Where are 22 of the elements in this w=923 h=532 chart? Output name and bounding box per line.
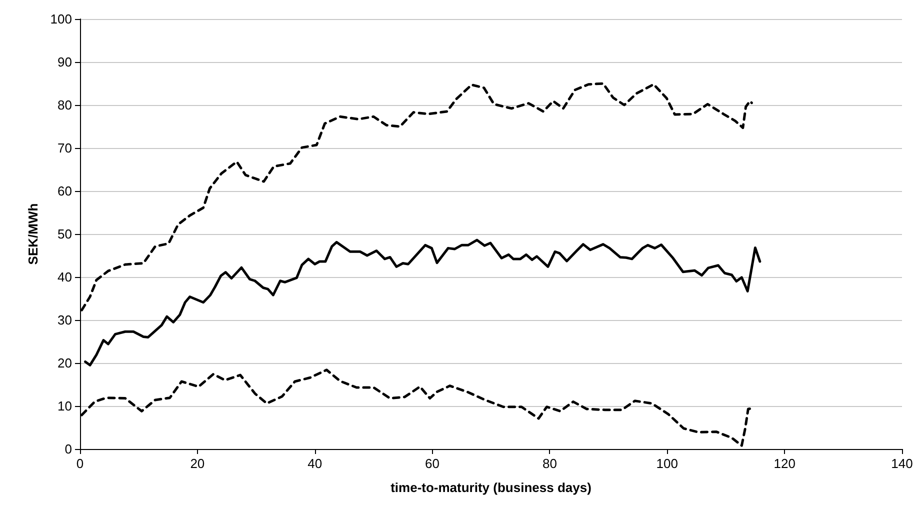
y-tick-label: 20	[58, 356, 72, 370]
x-tick-label: 100	[656, 456, 678, 471]
y-tick-label: 80	[58, 98, 72, 112]
x-tick-label: 40	[308, 456, 322, 471]
x-axis-title: time-to-maturity (business days)	[390, 480, 592, 495]
x-tick-label: 120	[774, 456, 796, 471]
x-tick-label: 80	[542, 456, 557, 471]
y-tick-label: 50	[58, 226, 72, 242]
y-tick-label: 10	[58, 398, 72, 414]
y-tick-label: 30	[58, 312, 72, 328]
x-tick-label: 0	[76, 456, 84, 471]
y-tick-label: 40	[58, 270, 72, 284]
line-series	[84, 238, 762, 366]
y-axis-title: SEK/MWh	[25, 203, 40, 265]
y-tick-label: 90	[58, 54, 72, 70]
y-tick-label: 100	[50, 12, 72, 26]
x-tick-label: 60	[425, 456, 440, 471]
x-tick-label: 20	[190, 456, 205, 471]
x-tick-label: 140	[891, 456, 913, 471]
y-tick-label: 0	[64, 442, 72, 456]
y-tick-label: 60	[58, 184, 72, 198]
y-tick-label: 70	[58, 140, 72, 156]
